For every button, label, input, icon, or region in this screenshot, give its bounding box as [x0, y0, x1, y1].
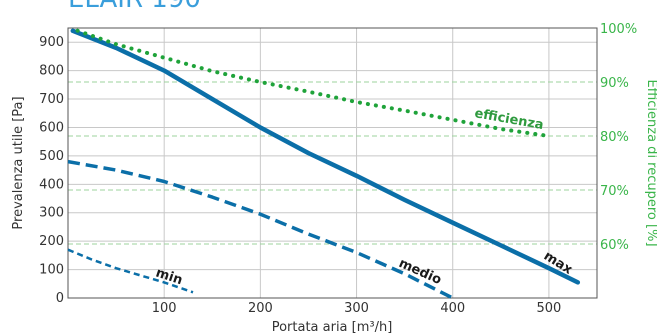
series-label-medio: medio [396, 256, 443, 288]
y-tick-label-7: 700 [39, 92, 64, 107]
y-axis-label: Prevalenza utile [Pa] [11, 96, 26, 229]
y-tick-label-6: 600 [39, 120, 64, 135]
tick-labels: 100 200 300 400 500 0 100 200 300 400 500 600 700 800… [39, 22, 637, 316]
series-group [67, 28, 581, 300]
y-tick-label-4: 400 [39, 177, 64, 192]
y2-tick-label-2: 80% [600, 130, 629, 145]
y2-axis-label: Efficienza di recupero [%] [644, 79, 657, 246]
y-tick-label-0: 0 [56, 291, 64, 306]
y-tick-label-1: 100 [39, 263, 64, 278]
chart-title: ELAIR 190 [68, 0, 201, 14]
y2-tick-label-1: 70% [600, 184, 629, 199]
y2-tick-label-3: 90% [600, 76, 629, 91]
y-tick-label-8: 800 [39, 64, 64, 79]
series-line-max [70, 28, 581, 285]
x-tick-label-4: 500 [536, 301, 561, 316]
series-line-medio [67, 159, 454, 300]
y-tick-label-9: 900 [39, 35, 64, 50]
y2-tick-label-0: 60% [600, 238, 629, 253]
y-tick-label-2: 200 [39, 234, 64, 249]
x-tick-label-2: 300 [344, 301, 369, 316]
y-tick-label-5: 500 [39, 149, 64, 164]
series-line-efficienza [75, 28, 551, 138]
y2-tick-label-4: 100% [600, 22, 637, 37]
x-axis-label: Portata aria [m³/h] [272, 320, 393, 335]
series-label-efficienza: efficienza [473, 106, 544, 133]
series-label-min: min [154, 266, 185, 289]
x-tick-label-0: 100 [152, 301, 177, 316]
x-tick-label-1: 200 [248, 301, 273, 316]
y-tick-label-3: 300 [39, 206, 64, 221]
x-tick-label-3: 400 [440, 301, 465, 316]
grid [68, 28, 597, 298]
series-line-min [67, 248, 194, 294]
